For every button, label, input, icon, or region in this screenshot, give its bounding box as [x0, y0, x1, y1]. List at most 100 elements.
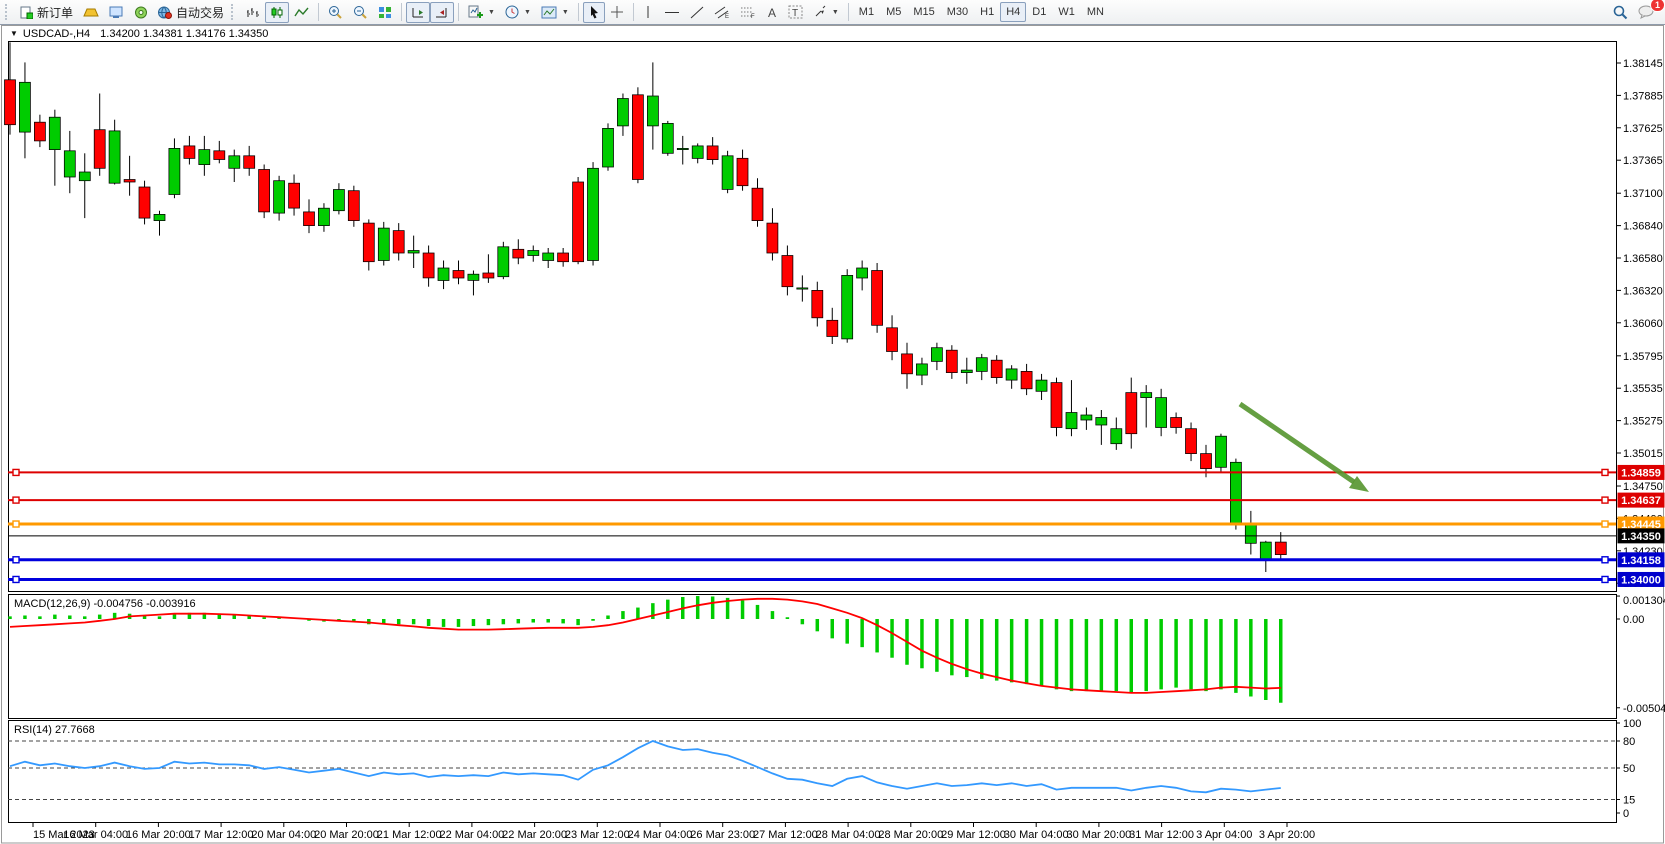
timeframe-mn[interactable]: MN [1086, 6, 1104, 18]
templates-button[interactable]: ▼ [536, 2, 574, 23]
time-axis-label: 17 Mar 12:00 [189, 829, 254, 841]
timeframe-m5[interactable]: M5 [886, 6, 902, 18]
timeframe-w1[interactable]: W1 [1058, 6, 1075, 18]
macd-axis-label: 0.001304 [1623, 595, 1665, 607]
zoom-in-button[interactable] [323, 2, 348, 23]
notifications-button[interactable]: 1 [1633, 0, 1665, 23]
bar-chart-icon [246, 6, 260, 19]
time-axis-label: 3 Apr 20:00 [1259, 829, 1315, 841]
line-handle[interactable] [12, 496, 20, 504]
timeframe-d1[interactable]: D1 [1032, 6, 1047, 18]
auto-trading-button[interactable]: 自动交易 [153, 2, 229, 23]
line-handle[interactable] [1601, 520, 1609, 528]
signals-button[interactable] [129, 2, 153, 23]
horizontal-line-tool[interactable] [659, 2, 685, 23]
text-a-icon: A [766, 6, 778, 20]
rsi-axis-label: 15 [1623, 795, 1635, 807]
line-handle[interactable] [1601, 556, 1609, 564]
line-handle[interactable] [12, 520, 20, 528]
timeframe-m15[interactable]: M15 [913, 6, 935, 18]
notification-badge: 1 [1649, 0, 1665, 12]
text-tool[interactable]: A [761, 2, 783, 23]
arrows-icon [813, 5, 827, 19]
time-axis-label: 15 Mar 2023 [33, 829, 95, 841]
rsi-label: RSI(14) 27.7668 [14, 724, 95, 736]
gold-button[interactable] [78, 2, 104, 23]
crosshair-button[interactable] [605, 2, 629, 23]
arrows-tool[interactable]: ▼ [808, 2, 844, 23]
auto-scroll-button[interactable] [430, 1, 455, 23]
timeframe-m1[interactable]: M1 [858, 6, 875, 18]
price-axis-label: 1.37100 [1623, 188, 1663, 200]
search-button[interactable] [1607, 2, 1633, 23]
crosshair-icon [610, 5, 624, 19]
periods-button[interactable]: ▼ [500, 2, 536, 23]
radar-icon [134, 6, 148, 19]
time-axis-label: 21 Mar 12:00 [377, 829, 442, 841]
channel-tool[interactable]: E [709, 2, 735, 23]
bar-chart-mode-button[interactable] [241, 2, 265, 23]
zoom-out-icon [353, 5, 368, 19]
line-handle[interactable] [12, 468, 20, 477]
price-tag [1617, 516, 1665, 532]
candlestick-icon [270, 6, 284, 19]
vertical-line-tool[interactable] [638, 2, 659, 23]
market-watch-button[interactable] [104, 2, 129, 23]
timeframe-h1[interactable]: H1 [980, 6, 995, 18]
indicators-button[interactable]: ▼ [463, 2, 500, 23]
timeframe-bar: M1 M5 M15 M30 H1 H4 D1 W1 MN [853, 2, 1110, 22]
dropdown-caret: ▼ [831, 8, 839, 16]
chart-shift-button[interactable] [406, 1, 431, 23]
time-axis-label: 31 Mar 12:00 [1129, 829, 1194, 841]
tile-windows-button[interactable] [373, 2, 397, 23]
line-chart-mode-button[interactable] [289, 2, 314, 23]
template-icon [541, 6, 557, 19]
time-axis-label: 28 Mar 04:00 [816, 829, 881, 841]
rsi-axis-label: 100 [1623, 718, 1641, 730]
line-handle[interactable] [1601, 468, 1609, 477]
price-axis-label: 1.35275 [1623, 416, 1663, 428]
price-axis-label: 1.35015 [1623, 448, 1663, 460]
rsi-panel-border [8, 720, 1617, 823]
chart-title-bar: ▼ USDCAD-,H4 1.34200 1.34381 1.34176 1.3… [2, 26, 1662, 41]
zoom-out-button[interactable] [348, 2, 373, 23]
new-order-button[interactable]: 新订单 [15, 2, 78, 23]
price-tag-label: 1.34350 [1621, 531, 1661, 543]
price-axis-label: 1.37365 [1623, 155, 1663, 167]
search-icon [1612, 4, 1628, 20]
time-axis-label: 20 Mar 04:00 [251, 829, 316, 841]
fibonacci-tool[interactable]: F [735, 2, 761, 23]
price-axis-label: 1.36580 [1623, 253, 1663, 265]
price-tag-label: 1.34445 [1621, 519, 1661, 531]
equidistant-channel-icon: E [714, 5, 730, 20]
svg-text:T: T [792, 8, 798, 19]
line-handle[interactable] [12, 556, 20, 564]
fibonacci-icon: F [740, 5, 756, 20]
candles [4, 42, 1287, 572]
price-tag [1617, 571, 1665, 587]
line-handle[interactable] [1601, 496, 1609, 504]
macd-signal-line [9, 597, 1281, 694]
annotation-arrow-line[interactable] [1238, 401, 1356, 485]
chart-dropdown-icon[interactable]: ▼ [10, 29, 18, 38]
price-axis-label: 1.37885 [1623, 90, 1663, 102]
cursor-button[interactable] [582, 1, 605, 23]
candle-chart-mode-button[interactable] [265, 1, 290, 23]
trendline-icon [690, 6, 704, 19]
svg-text:F: F [751, 14, 755, 19]
tile-windows-icon [378, 6, 392, 19]
toolbar-grip [231, 4, 237, 20]
new-order-icon [20, 6, 34, 19]
trendline-tool[interactable] [685, 2, 709, 23]
text-label-tool[interactable]: T [783, 2, 808, 23]
line-handle[interactable] [12, 575, 20, 584]
timeframe-h4[interactable]: H4 [1000, 2, 1027, 22]
timeframe-m30[interactable]: M30 [946, 6, 969, 18]
line-handle[interactable] [1601, 575, 1609, 584]
annotation-arrow-head [1349, 476, 1369, 492]
chart-window-frame [1, 25, 1664, 844]
price-axis-label: 1.36060 [1623, 318, 1663, 330]
time-axis-label: 24 Mar 04:00 [628, 829, 693, 841]
